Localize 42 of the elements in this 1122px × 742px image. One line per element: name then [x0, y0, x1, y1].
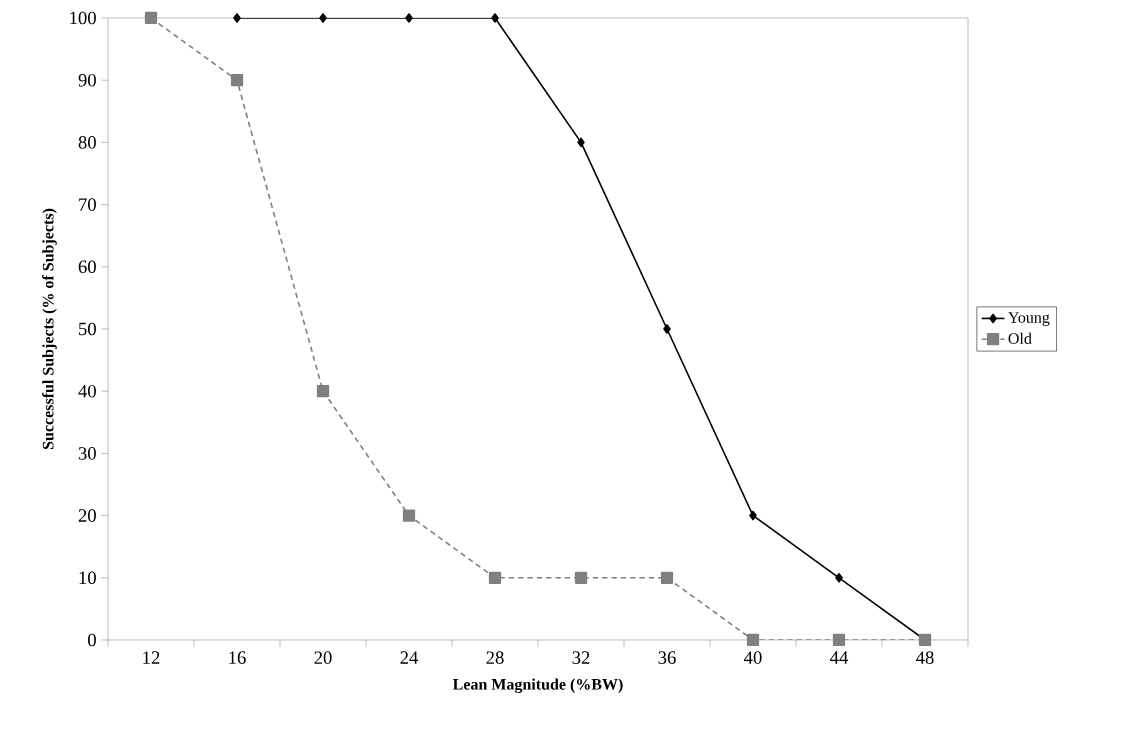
point	[488, 571, 502, 584]
legend-label: Old	[1008, 332, 1032, 344]
x-tick-label: 40	[744, 651, 762, 664]
point	[491, 13, 499, 23]
legend-label: Young	[1008, 312, 1050, 327]
x-tick-label: 48	[916, 651, 934, 664]
point	[316, 385, 330, 398]
point	[660, 571, 674, 584]
point	[319, 13, 327, 23]
point	[402, 509, 416, 522]
y-tick-label: 40	[78, 384, 96, 398]
y-tick-label: 60	[78, 260, 96, 274]
y-tick-label: 20	[78, 509, 96, 522]
point	[230, 74, 244, 87]
point	[835, 572, 843, 583]
point	[577, 137, 585, 148]
x-tick-label: 32	[572, 651, 590, 664]
y-tick-label: 80	[78, 136, 96, 149]
point	[663, 324, 671, 334]
point	[144, 11, 158, 25]
y-tick-label: 10	[79, 571, 96, 585]
x-tick-label: 44	[830, 651, 849, 664]
y-tick-label: 30	[78, 447, 96, 460]
point	[746, 633, 760, 647]
x-tick-label: 20	[314, 651, 332, 664]
y-axis-title: Successful Subjects (% of Subjects)	[42, 208, 57, 450]
y-tick-label: 90	[78, 73, 96, 87]
point	[574, 571, 588, 584]
x-tick-label: 24	[400, 651, 419, 664]
y-tick-label: 50	[79, 322, 96, 336]
x-tick-label: 36	[658, 651, 676, 664]
y-tick-label: 0	[88, 633, 96, 647]
point	[832, 633, 846, 647]
point	[405, 13, 413, 23]
y-tick-label: 70	[79, 198, 96, 211]
point	[233, 13, 241, 23]
x-axis-title: Lean Magnitude (%BW)	[452, 678, 623, 694]
point	[749, 510, 757, 521]
x-tick-label: 28	[486, 651, 504, 664]
x-tick-label: 12	[143, 651, 160, 664]
x-tick-label: 16	[229, 651, 246, 664]
y-tick-label: 100	[70, 11, 96, 25]
